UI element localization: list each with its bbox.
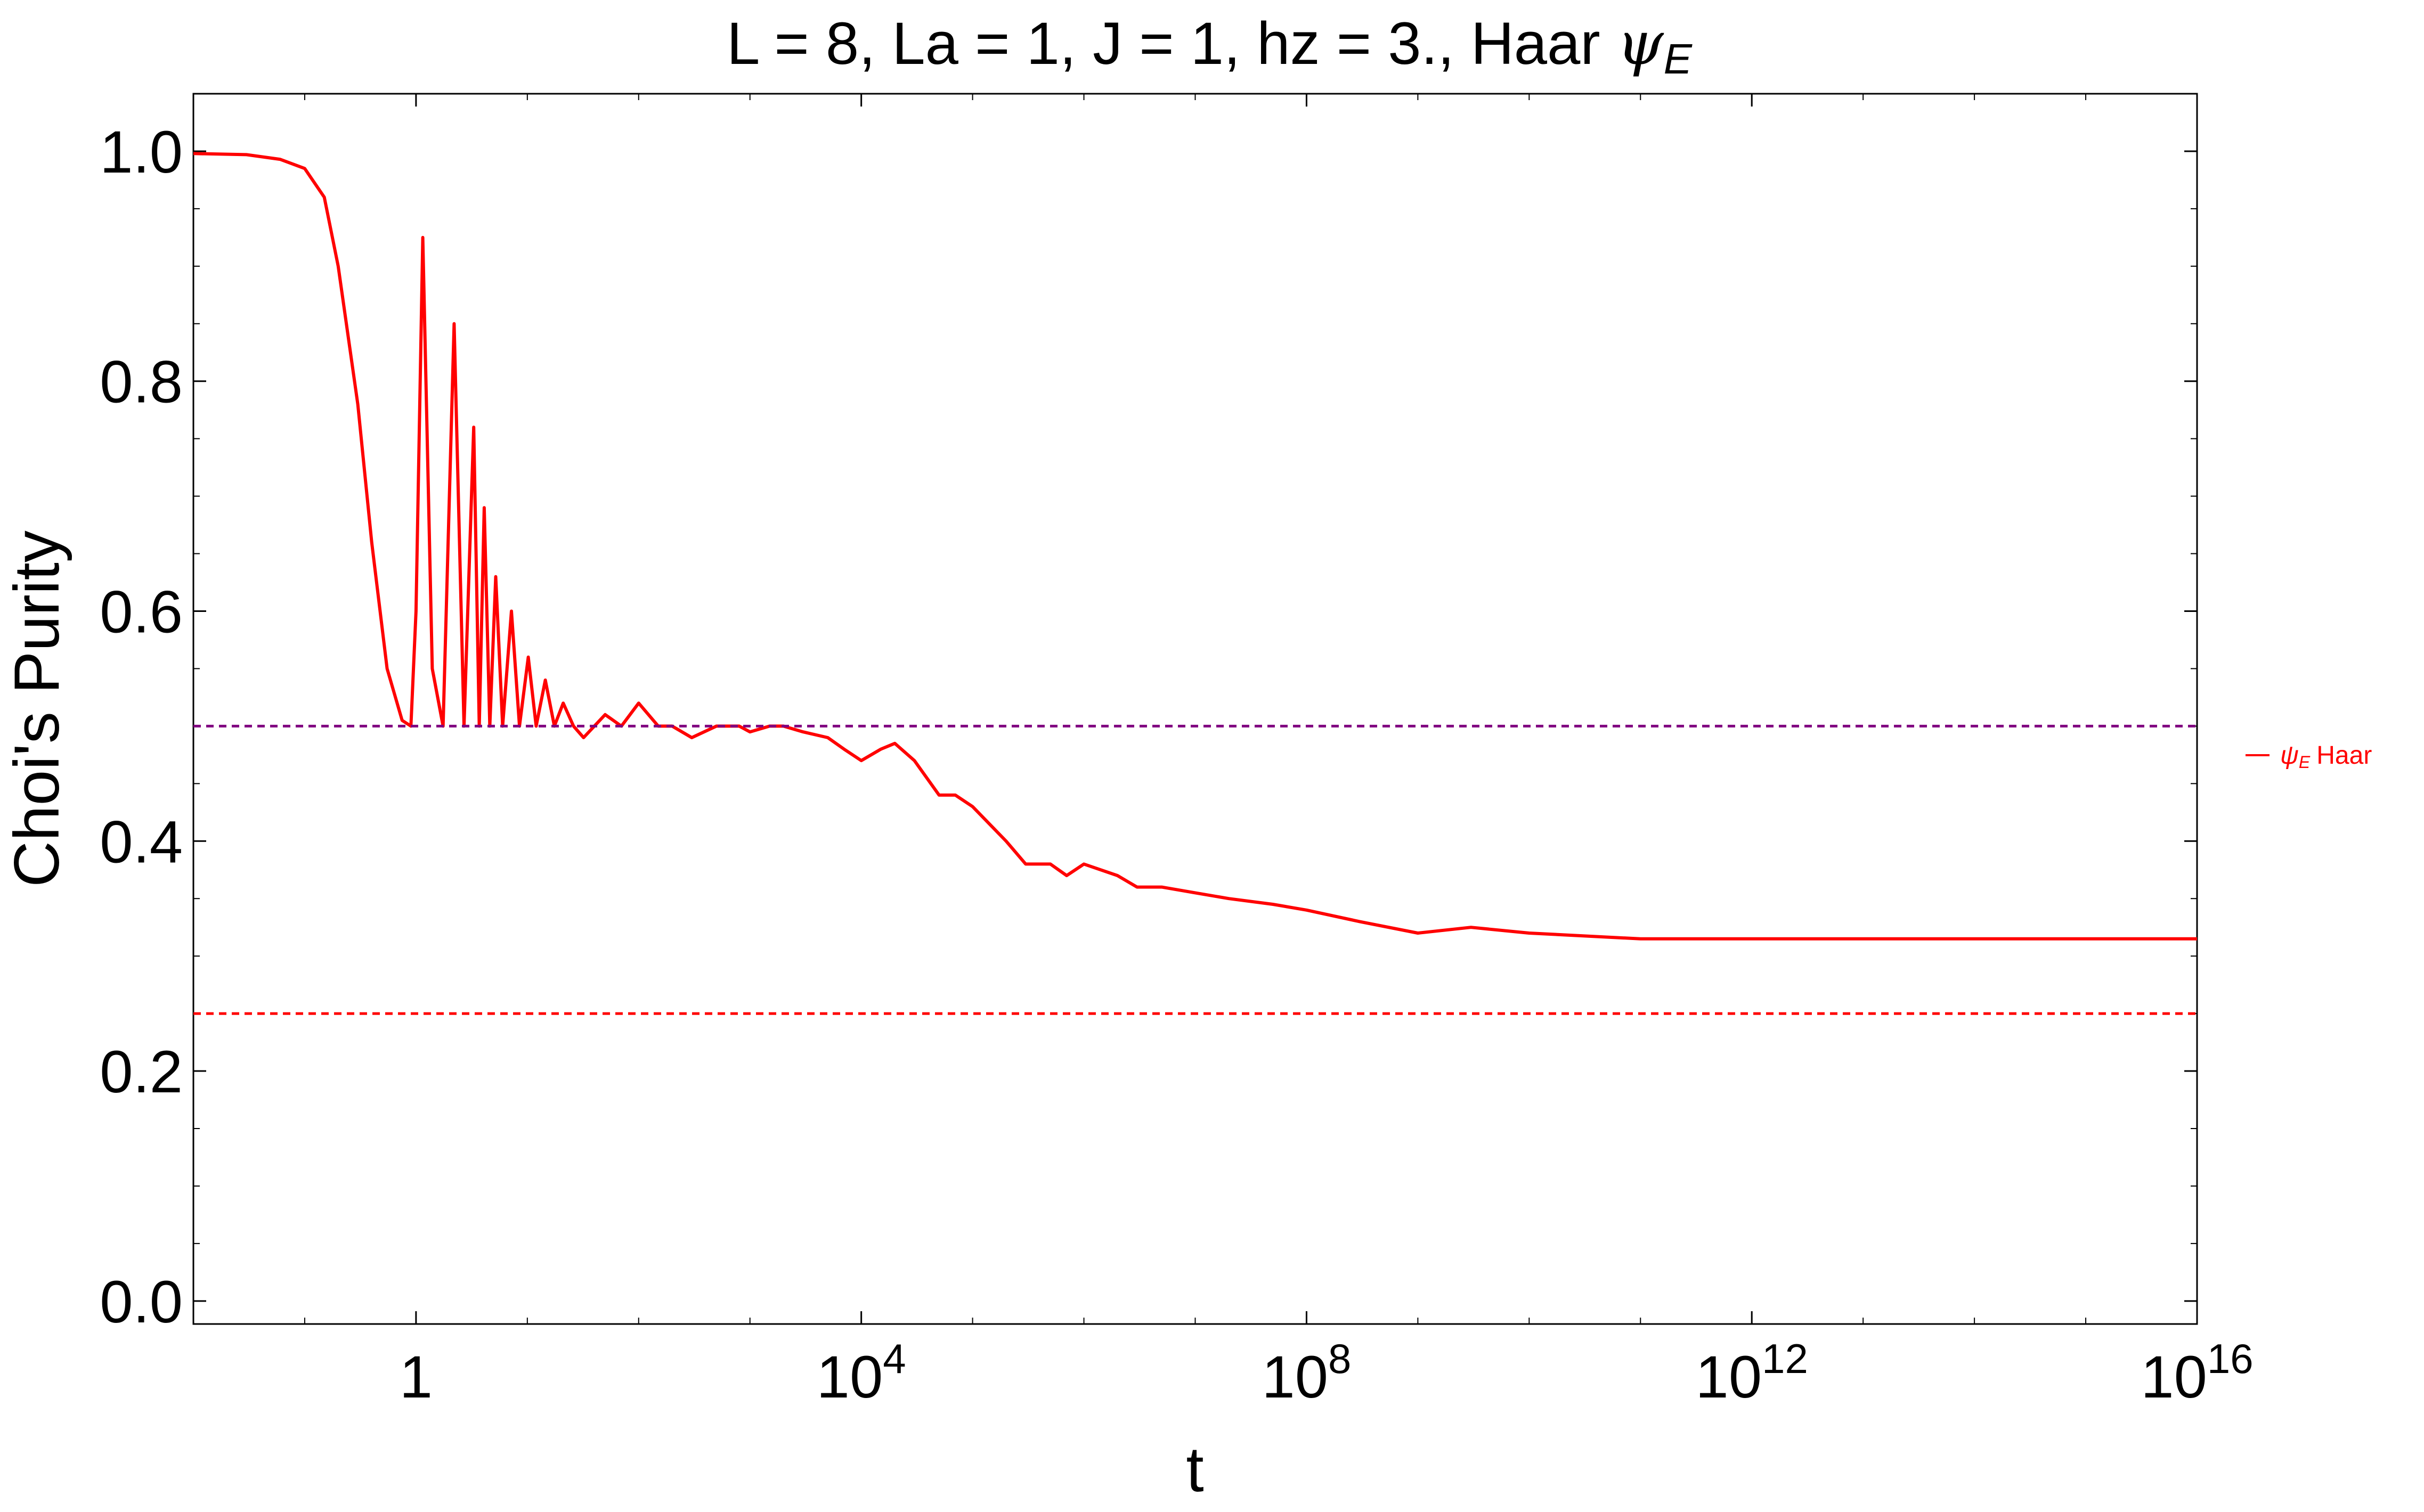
x-tick-label-1: 104 — [817, 1335, 906, 1410]
y-axis-label: Choi's Purity — [1, 530, 72, 887]
legend-entry: ψE Haar — [2280, 741, 2372, 772]
legend-name: Haar — [2316, 741, 2372, 770]
series-group — [193, 152, 2197, 1015]
x-axis-ticks: 1 104 108 1012 1016 — [193, 94, 2254, 1410]
y-tick-label-0: 0.0 — [100, 1269, 183, 1335]
chart-title-symbol: ψ — [1617, 9, 1664, 78]
chart-title-prefix: L = 8, La = 1, J = 1, hz = 3., Haar — [727, 10, 1617, 77]
legend-subscript: E — [2299, 753, 2311, 772]
y-axis-ticks: 0.0 0.2 0.4 0.6 0.8 1.0 — [100, 119, 2197, 1335]
plot-frame — [192, 93, 2198, 1325]
y-tick-label-3: 0.6 — [100, 578, 183, 645]
y-tick-label-1: 0.2 — [100, 1039, 183, 1105]
x-tick-label-2: 108 — [1262, 1335, 1351, 1410]
chart-title-subscript: E — [1664, 35, 1693, 83]
chart-title: L = 8, La = 1, J = 1, hz = 3., Haar ψE — [727, 9, 1693, 83]
x-tick-label-0: 1 — [400, 1344, 433, 1410]
legend-symbol: ψ — [2280, 741, 2299, 770]
y-tick-label-5: 1.0 — [100, 119, 183, 185]
legend: ψE Haar — [2246, 741, 2372, 772]
y-tick-label-4: 0.8 — [100, 349, 183, 415]
x-axis-label: t — [1186, 1434, 1203, 1505]
y-tick-label-2: 0.4 — [100, 808, 183, 875]
series-line-0 — [193, 152, 2197, 941]
x-tick-label-4: 1016 — [2141, 1335, 2253, 1410]
x-tick-label-3: 1012 — [1696, 1335, 1808, 1410]
